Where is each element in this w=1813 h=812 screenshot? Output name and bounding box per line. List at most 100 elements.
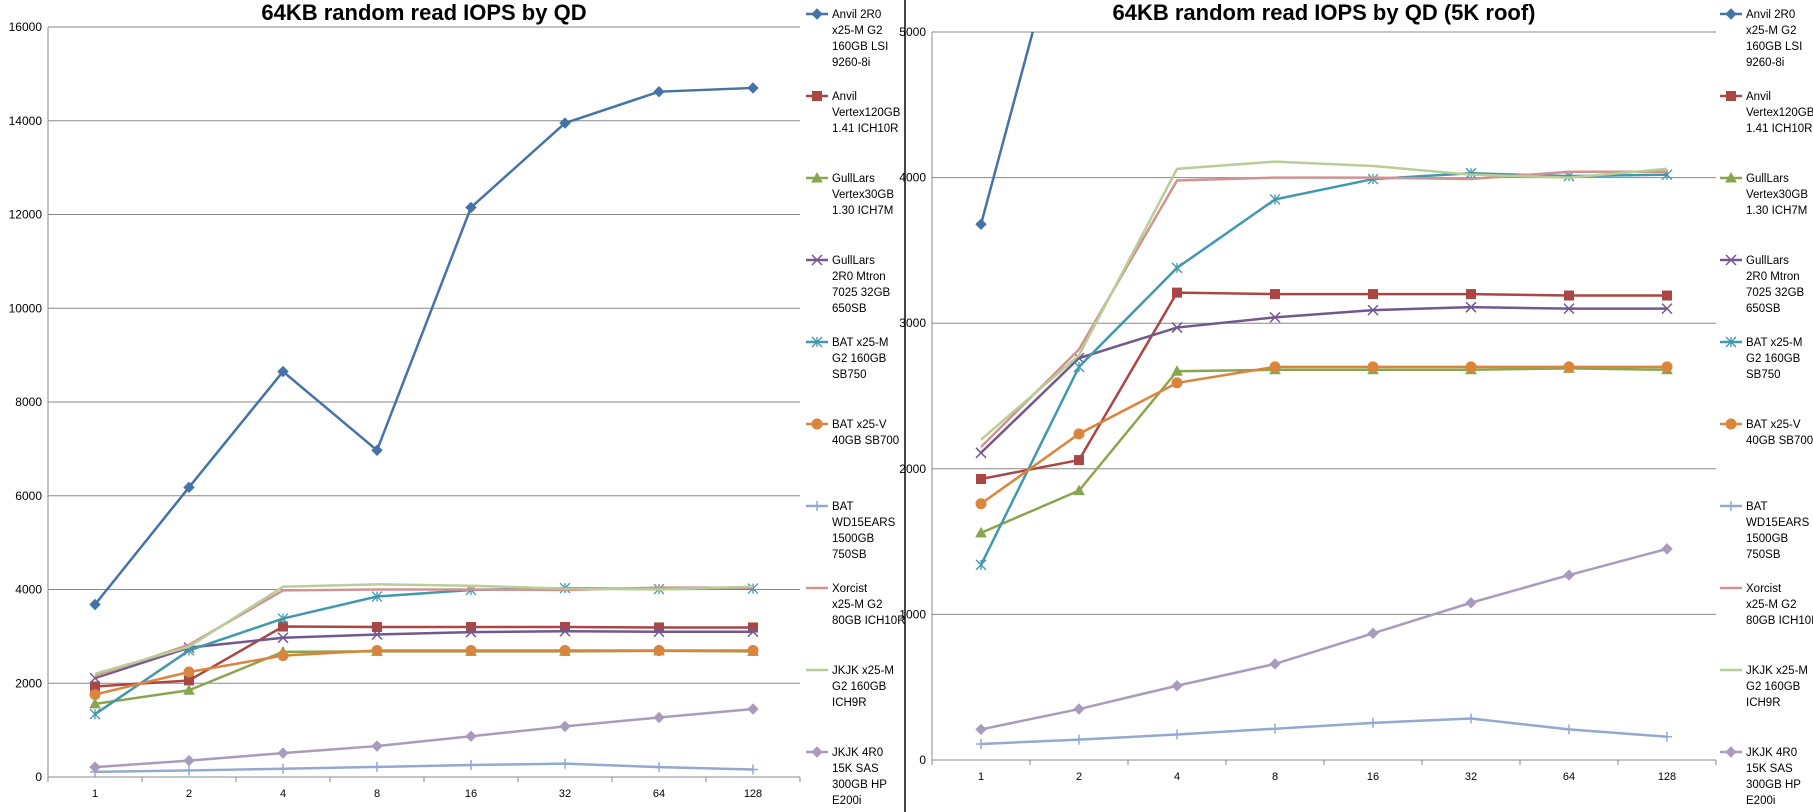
marker	[747, 644, 759, 656]
legend-label: BAT WD15EARS 1500GB 750SB	[1746, 501, 1810, 561]
marker	[559, 644, 571, 656]
marker	[1564, 290, 1574, 301]
series-line	[94, 86, 754, 606]
series	[89, 82, 759, 611]
x-tick-label: 128	[744, 788, 762, 800]
marker	[1367, 361, 1379, 373]
legend-label: Anvil Vertex120GB 1.41 ICH10R	[832, 91, 901, 135]
marker	[1466, 289, 1476, 300]
legend-label: JKJK 4R0 15K SAS 300GB HP E200i	[1746, 747, 1801, 807]
marker	[1725, 746, 1737, 758]
marker	[976, 738, 986, 749]
marker	[277, 747, 289, 759]
marker	[811, 8, 823, 20]
marker	[1563, 569, 1575, 581]
marker	[1074, 455, 1084, 466]
x-tick-label: 4	[1174, 771, 1180, 783]
marker	[371, 591, 383, 602]
series	[94, 583, 754, 676]
series	[976, 287, 1672, 484]
marker	[975, 498, 987, 510]
marker	[976, 473, 986, 484]
marker	[1661, 303, 1673, 315]
series	[976, 713, 1672, 749]
marker	[465, 730, 477, 742]
marker	[184, 765, 194, 776]
marker	[1465, 301, 1477, 313]
series-line	[94, 762, 754, 774]
marker	[465, 626, 477, 638]
x-tick-label: 8	[374, 788, 380, 800]
marker	[975, 526, 987, 538]
legend-label: JKJK x25-M G2 160GB ICH9R	[1746, 665, 1808, 709]
series	[975, 301, 1673, 459]
marker	[277, 613, 289, 625]
marker	[1172, 287, 1182, 298]
legend-label: Anvil 2R0 x25-M G2 160GB LSI 9260-8i	[1746, 9, 1802, 69]
marker	[747, 82, 759, 94]
marker	[653, 711, 665, 724]
marker	[277, 650, 289, 662]
marker	[748, 764, 758, 775]
marker	[89, 697, 101, 709]
series	[980, 170, 1667, 448]
marker	[1270, 289, 1280, 300]
y-tick-label: 5000	[899, 25, 926, 39]
series	[975, 361, 1673, 510]
marker	[1073, 703, 1085, 715]
legend-label: BAT x25-V 40GB SB700	[832, 419, 899, 447]
y-tick-label: 14000	[9, 114, 43, 128]
legend-label: BAT WD15EARS 1500GB 750SB	[832, 501, 896, 561]
y-tick-label: 1000	[899, 607, 926, 621]
marker	[812, 501, 822, 511]
series-line	[94, 707, 754, 769]
x-tick-label: 128	[1658, 771, 1676, 783]
marker	[466, 760, 476, 771]
marker	[1465, 361, 1477, 373]
marker	[183, 754, 195, 767]
marker	[1661, 361, 1673, 373]
legend-label: Anvil Vertex120GB 1.41 ICH10R	[1746, 91, 1813, 135]
marker	[811, 254, 823, 266]
marker	[1726, 501, 1736, 511]
x-tick-label: 64	[653, 788, 665, 800]
series-line	[980, 291, 1667, 481]
marker	[653, 626, 665, 638]
marker	[1465, 597, 1477, 609]
x-tick-label: 1	[92, 788, 98, 800]
marker	[371, 444, 383, 456]
marker	[371, 628, 383, 641]
series-line	[980, 170, 1667, 448]
marker	[1368, 717, 1378, 728]
series-line	[980, 305, 1667, 454]
legend-label: JKJK x25-M G2 160GB ICH9R	[832, 665, 894, 709]
marker	[1269, 193, 1281, 205]
y-tick-label: 8000	[15, 395, 42, 409]
series-line	[980, 367, 1668, 535]
legend-label: BAT x25-M G2 160GB SB750	[1746, 337, 1802, 381]
marker	[1466, 713, 1476, 724]
marker	[371, 644, 383, 656]
chart-title: 64KB random read IOPS by QD	[261, 0, 586, 25]
marker	[975, 447, 987, 459]
marker	[1368, 289, 1378, 300]
series-line	[980, 160, 1668, 441]
marker	[1367, 304, 1379, 316]
marker	[278, 763, 288, 774]
series-line	[980, 365, 1667, 505]
series	[975, 32, 1035, 230]
marker	[1074, 734, 1084, 745]
marker	[465, 644, 477, 656]
y-tick-label: 2000	[15, 676, 42, 690]
x-tick-label: 32	[1465, 771, 1477, 783]
marker	[1726, 91, 1736, 101]
marker	[372, 622, 382, 632]
y-tick-label: 4000	[15, 583, 42, 597]
series	[980, 160, 1668, 441]
marker	[1073, 361, 1085, 373]
marker	[812, 91, 822, 101]
marker	[183, 666, 195, 678]
marker	[1172, 729, 1182, 740]
marker	[1171, 377, 1183, 389]
